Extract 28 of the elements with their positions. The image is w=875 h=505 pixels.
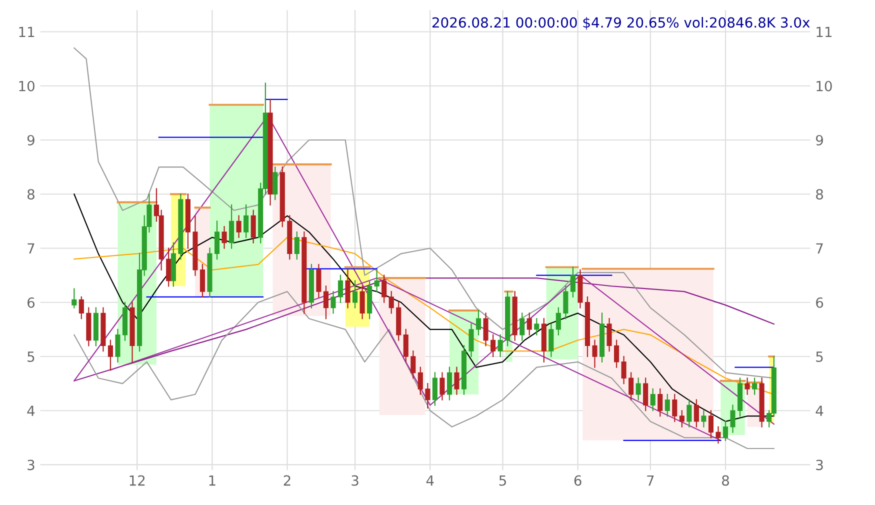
- y-tick-label: 5: [28, 352, 34, 362]
- x-tick-label: 1: [209, 475, 216, 486]
- y2-tick-label: 11: [816, 26, 832, 38]
- x-tick-label: 2: [284, 475, 290, 486]
- y2-tick-label: 4: [816, 406, 824, 416]
- y2-tick-label: 5: [816, 352, 823, 362]
- y-tick-label: 9: [27, 134, 34, 146]
- x-tick-label: 6: [574, 475, 582, 486]
- y2-tick-label: 3: [816, 460, 823, 470]
- y2-tick-label: 9: [816, 134, 823, 146]
- y-tick-label: 10: [19, 80, 34, 92]
- y2-tick-label: 6: [816, 297, 824, 308]
- y-tick-label: 7: [28, 243, 34, 254]
- x-tick-label: 3: [352, 475, 358, 486]
- y-tick-label: 6: [28, 297, 35, 308]
- y2-tick-label: 8: [816, 189, 823, 200]
- x-tick-label: 5: [499, 475, 506, 486]
- y-tick-label: 8: [27, 189, 34, 200]
- y2-tick-label: 10: [816, 80, 832, 92]
- x-tick-label: 7: [647, 475, 654, 486]
- x-tick-label: 8: [722, 475, 729, 486]
- y-tick-label: 11: [19, 26, 34, 38]
- y-tick-label: 4: [27, 406, 35, 416]
- x-tick-label: 4: [426, 475, 434, 486]
- chart-title: 2026.08.21 00:00:00 $4.79 20.65% vol:20846.8K 3.0x: [432, 17, 810, 30]
- x-tick-label: 12: [130, 475, 145, 486]
- y2-tick-label: 7: [816, 243, 823, 254]
- y-tick-label: 3: [28, 460, 34, 470]
